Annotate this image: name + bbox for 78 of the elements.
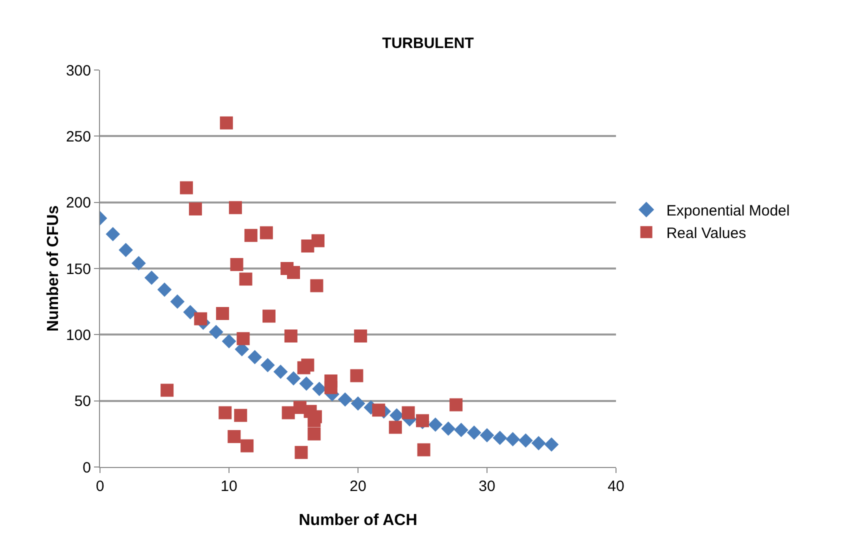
point <box>230 258 244 272</box>
x-tick-label: 30 <box>478 478 496 495</box>
point <box>234 408 248 422</box>
point <box>244 228 258 242</box>
point <box>518 433 533 448</box>
point <box>312 382 326 396</box>
x-tick-label: 10 <box>220 478 238 495</box>
point <box>506 432 520 446</box>
point <box>354 329 368 342</box>
point <box>284 329 298 342</box>
y-tick-label: 100 <box>66 326 91 344</box>
point <box>240 439 254 452</box>
point <box>544 437 559 452</box>
point <box>402 406 415 420</box>
y-tick-label: 150 <box>66 260 91 278</box>
point <box>450 398 463 412</box>
point <box>531 436 546 450</box>
point <box>118 242 133 258</box>
point <box>194 312 208 326</box>
point <box>390 408 404 423</box>
point <box>388 420 402 434</box>
x-axis-title: Number of ACH <box>298 512 418 529</box>
point <box>260 226 273 240</box>
point <box>312 234 325 248</box>
point <box>180 181 193 194</box>
y-tick-label: 200 <box>66 194 91 212</box>
y-axis-title: Number of CFUs <box>45 205 62 332</box>
point <box>417 443 430 456</box>
point <box>287 266 300 279</box>
point <box>144 270 159 285</box>
point <box>157 282 172 297</box>
y-tick-label: 0 <box>82 459 91 476</box>
point <box>216 306 230 320</box>
point <box>466 425 482 440</box>
point <box>262 310 276 323</box>
point <box>106 226 120 242</box>
point <box>228 201 242 214</box>
point <box>183 305 198 320</box>
point <box>218 406 232 420</box>
point <box>441 421 456 436</box>
y-tick-label: 300 <box>66 62 91 80</box>
point <box>132 256 146 270</box>
point <box>188 202 202 216</box>
chart-title: TURBULENT <box>382 35 474 52</box>
point <box>282 406 295 420</box>
point <box>480 428 494 442</box>
point <box>308 427 321 440</box>
x-tick-label: 0 <box>96 478 104 495</box>
point <box>239 272 252 286</box>
point <box>170 294 185 309</box>
point <box>208 324 224 340</box>
point <box>160 384 174 397</box>
point <box>299 376 314 391</box>
x-tick-label: 20 <box>350 478 366 495</box>
point <box>324 381 338 394</box>
legend-label: Exponential Model <box>666 202 790 220</box>
point <box>248 350 262 364</box>
point <box>297 361 310 374</box>
x-tick-label: 40 <box>608 478 624 495</box>
legend-label: Real Values <box>666 224 746 242</box>
point <box>310 279 324 292</box>
point <box>338 392 352 407</box>
point <box>294 446 308 459</box>
y-tick-label: 50 <box>74 393 91 410</box>
point <box>428 418 443 432</box>
point <box>350 369 364 382</box>
point <box>222 334 236 348</box>
y-tick-label: 250 <box>66 128 91 146</box>
point <box>260 358 275 372</box>
point <box>492 430 508 446</box>
point <box>372 404 386 417</box>
point <box>236 332 250 346</box>
point <box>454 422 468 438</box>
point <box>220 116 233 130</box>
point <box>273 364 288 379</box>
point <box>286 371 301 386</box>
point <box>350 396 366 411</box>
point <box>228 430 241 444</box>
